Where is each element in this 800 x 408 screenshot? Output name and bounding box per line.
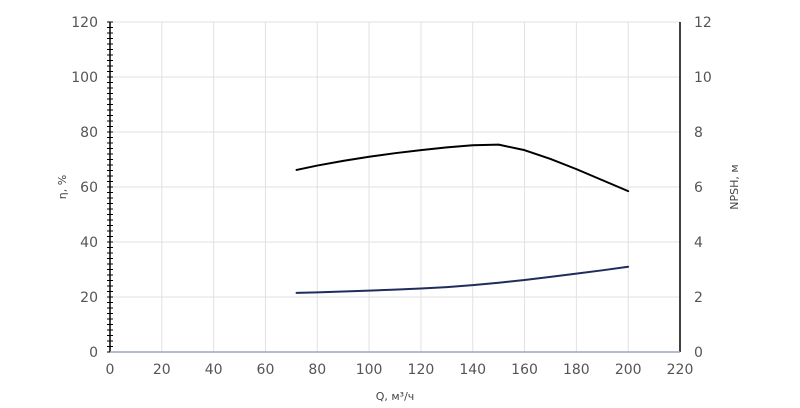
x-tick-label: 180 [563, 362, 590, 378]
grid [109, 21, 681, 353]
left-axis-title: η, % [56, 175, 69, 199]
x-tick-label: 120 [408, 362, 435, 378]
x-tick-label: 40 [205, 362, 223, 378]
y-left-tick-label: 40 [80, 235, 98, 251]
y-left-tick-label: 80 [80, 125, 98, 141]
x-tick-label: 60 [257, 362, 275, 378]
y-right-tick-label: 2 [694, 290, 703, 306]
x-tick-label: 20 [153, 362, 171, 378]
x-tick-label: 100 [356, 362, 383, 378]
y-right-tick-label: 6 [694, 180, 703, 196]
series-line-2 [295, 265, 630, 294]
x-tick-label: 80 [308, 362, 326, 378]
y-left-tick-label: 60 [80, 180, 98, 196]
left-axis-minor-ticks [107, 21, 113, 353]
x-tick-label: 220 [667, 362, 694, 378]
x-tick-label: 0 [106, 362, 115, 378]
y-left-tick-label: 120 [71, 15, 98, 31]
y-right-tick-label: 12 [694, 15, 712, 31]
y-right-tick-label: 4 [694, 235, 703, 251]
x-tick-label: 140 [459, 362, 486, 378]
y-left-tick-label: 0 [89, 345, 98, 361]
x-tick-label: 160 [511, 362, 538, 378]
x-tick-label: 200 [615, 362, 642, 378]
right-axis-title: NPSH, м [728, 164, 741, 209]
series-group [295, 143, 630, 294]
y-right-tick-label: 0 [694, 345, 703, 361]
y-left-tick-label: 20 [80, 290, 98, 306]
y-right-tick-label: 10 [694, 70, 712, 86]
y-left-tick-label: 100 [71, 70, 98, 86]
tick-labels: 0 20 40 60 80 100 120 140 160 180 200 2200204060801… [71, 15, 712, 378]
series-line-1 [295, 143, 630, 193]
x-axis-title: Q, м³/ч [376, 390, 415, 403]
y-right-tick-label: 8 [694, 125, 703, 141]
